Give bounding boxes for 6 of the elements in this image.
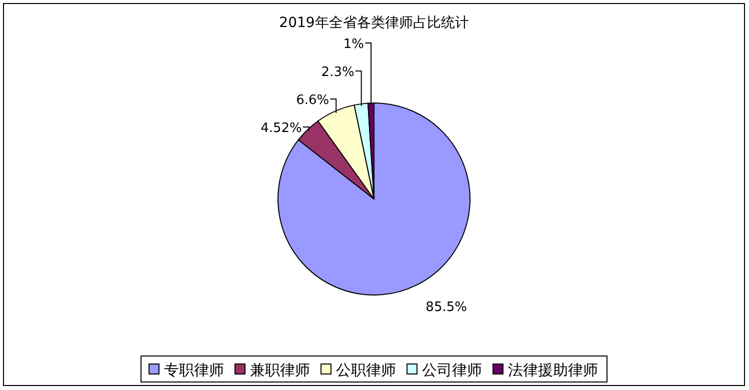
title: 2019年全省各类律师占比统计: [279, 15, 469, 31]
legend-label: 公司律师: [422, 361, 482, 379]
legend-label: 公职律师: [336, 361, 396, 379]
legend-label: 兼职律师: [250, 361, 310, 379]
legend-label: 专职律师: [164, 361, 224, 379]
legend-label: 法律援助律师: [508, 361, 598, 379]
